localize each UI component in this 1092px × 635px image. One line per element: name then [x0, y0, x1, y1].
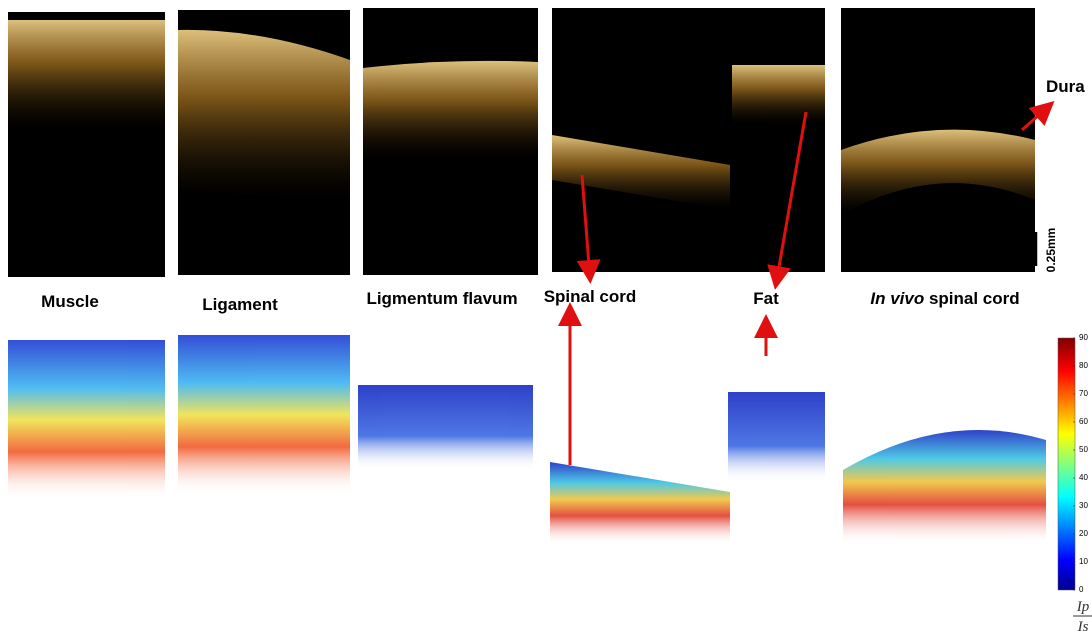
panel-label: Fat [753, 289, 779, 308]
colorbar-tick-label: 0 [1079, 585, 1084, 594]
panel-label: Ligament [202, 295, 278, 314]
panel-label: In vivo spinal cord [870, 289, 1019, 308]
colorbar-denominator: Is [1077, 619, 1089, 635]
colorbar-tick-label: 80 [1079, 361, 1088, 370]
panel-label: Spinal cord [544, 287, 637, 306]
colorbar-ticks: 0 10 20 30 40 50 60 70 80 90 [1073, 333, 1088, 594]
colorbar-numerator: Ip [1076, 599, 1090, 615]
colorbar [1058, 338, 1075, 590]
colorbar-tick-label: 10 [1079, 557, 1088, 566]
colorbar-tick-label: 70 [1079, 389, 1088, 398]
panel-label: Muscle [41, 292, 99, 311]
colorbar-tick-label: 90 [1079, 333, 1088, 342]
colorbar-tick-label: 50 [1079, 445, 1088, 454]
dura-label: Dura [1046, 77, 1085, 96]
polarization-images [8, 335, 1046, 545]
label-part: In vivo [870, 289, 924, 308]
label-part: spinal cord [929, 289, 1020, 308]
panel-label: Ligmentum flavum [366, 289, 517, 308]
scale-label: 0.25mm [1044, 228, 1058, 273]
colorbar-tick-label: 30 [1079, 501, 1088, 510]
figure: 0.25mm Muscle Ligament Ligmentum flavum … [0, 0, 1092, 635]
oct-images [8, 8, 1035, 277]
colorbar-tick-label: 20 [1079, 529, 1088, 538]
colorbar-tick-label: 60 [1079, 417, 1088, 426]
colorbar-tick-label: 40 [1079, 473, 1088, 482]
